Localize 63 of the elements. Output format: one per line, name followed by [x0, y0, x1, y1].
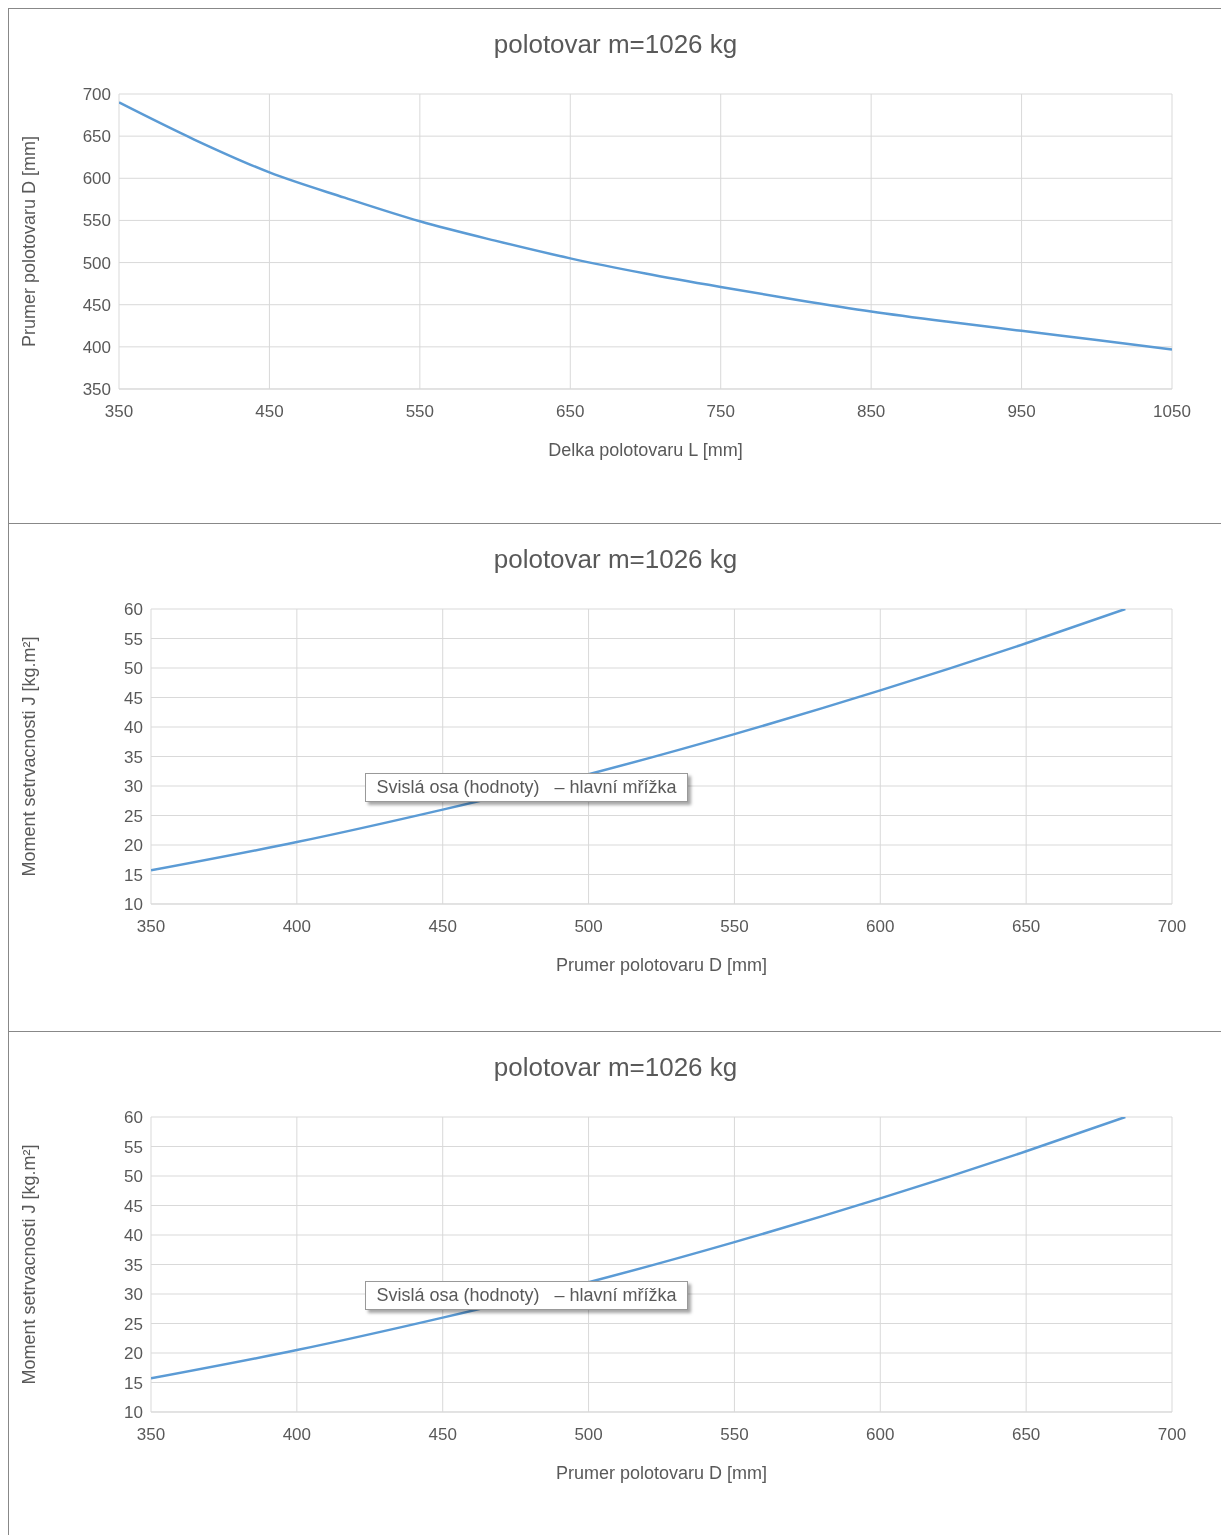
x-tick-label: 950	[1007, 402, 1036, 422]
y-tick-label: 35	[124, 1255, 143, 1275]
y-tick-label: 20	[124, 1344, 143, 1364]
y-tick-label: 50	[124, 659, 143, 679]
y-tick-label: 25	[124, 1314, 143, 1334]
y-tick-label: 60	[124, 1108, 143, 1128]
x-tick-label: 400	[282, 917, 312, 937]
chart-title: polotovar m=1026 kg	[492, 29, 739, 60]
x-tick-label: 550	[720, 917, 749, 937]
y-axis-title: Prumer polotovaru D [mm]	[19, 135, 40, 348]
x-tick-label: 450	[255, 402, 284, 422]
annotation: Svislá osa (hodnoty) – hlavní mřížka	[365, 1281, 688, 1311]
x-tick-label: 500	[574, 917, 603, 937]
y-tick-label: 55	[124, 1137, 143, 1157]
y-tick-label: 600	[82, 169, 111, 189]
y-tick-label: 350	[82, 380, 111, 400]
y-tick-label: 15	[124, 1373, 143, 1393]
x-tick-label: 550	[720, 1425, 749, 1445]
y-tick-label: 35	[124, 747, 143, 767]
x-tick-label: 550	[405, 402, 435, 422]
y-axis-title: Moment setrvacnosti J [kg.m²]	[19, 636, 40, 877]
y-tick-label: 30	[124, 777, 143, 797]
y-tick-label: 10	[124, 895, 143, 915]
y-tick-label: 45	[124, 1196, 143, 1216]
y-tick-label: 400	[82, 337, 111, 357]
x-tick-label: 600	[866, 917, 895, 937]
y-tick-label: 700	[82, 85, 111, 105]
y-tick-label: 25	[124, 806, 143, 826]
y-tick-label: 15	[124, 865, 143, 885]
y-tick-label: 10	[124, 1403, 143, 1423]
y-tick-label: 45	[124, 688, 143, 708]
y-tick-label: 40	[124, 1226, 143, 1246]
y-tick-label: 450	[82, 295, 111, 315]
y-tick-label: 40	[124, 718, 143, 738]
y-tick-label: 20	[124, 836, 143, 856]
x-tick-label: 600	[866, 1425, 895, 1445]
line-series	[119, 101, 1172, 351]
x-tick-label: 650	[1011, 917, 1041, 937]
x-tick-label: 750	[706, 402, 735, 422]
y-tick-label: 50	[124, 1167, 143, 1187]
x-tick-label: 650	[1011, 1425, 1041, 1445]
x-axis-title: Prumer polotovaru D [mm]	[555, 1463, 768, 1483]
y-tick-label: 30	[124, 1285, 143, 1305]
x-axis-title: Prumer polotovaru D [mm]	[555, 955, 768, 975]
x-tick-label: 500	[574, 1425, 603, 1445]
y-tick-label: 60	[124, 600, 143, 620]
x-tick-label: 650	[556, 402, 585, 422]
y-tick-label: 650	[82, 127, 111, 147]
x-tick-label: 450	[428, 1425, 457, 1445]
x-tick-label: 850	[856, 402, 886, 422]
y-tick-label: 550	[82, 211, 111, 231]
x-tick-label: 400	[282, 1425, 312, 1445]
x-axis-title: Delka polotovaru L [mm]	[548, 440, 743, 460]
x-tick-label: 450	[428, 917, 457, 937]
x-tick-label: 700	[1157, 1425, 1187, 1445]
x-tick-label: 700	[1157, 917, 1187, 937]
y-axis-title: Moment setrvacnosti J [kg.m²]	[19, 1144, 40, 1385]
y-tick-label: 55	[124, 629, 143, 649]
chart-title: polotovar m=1026 kg	[492, 1052, 739, 1083]
annotation: Svislá osa (hodnoty) – hlavní mřížka	[365, 773, 688, 803]
y-tick-label: 500	[82, 253, 111, 273]
x-tick-label: 1050	[1153, 402, 1191, 422]
chart-title: polotovar m=1026 kg	[492, 544, 739, 575]
